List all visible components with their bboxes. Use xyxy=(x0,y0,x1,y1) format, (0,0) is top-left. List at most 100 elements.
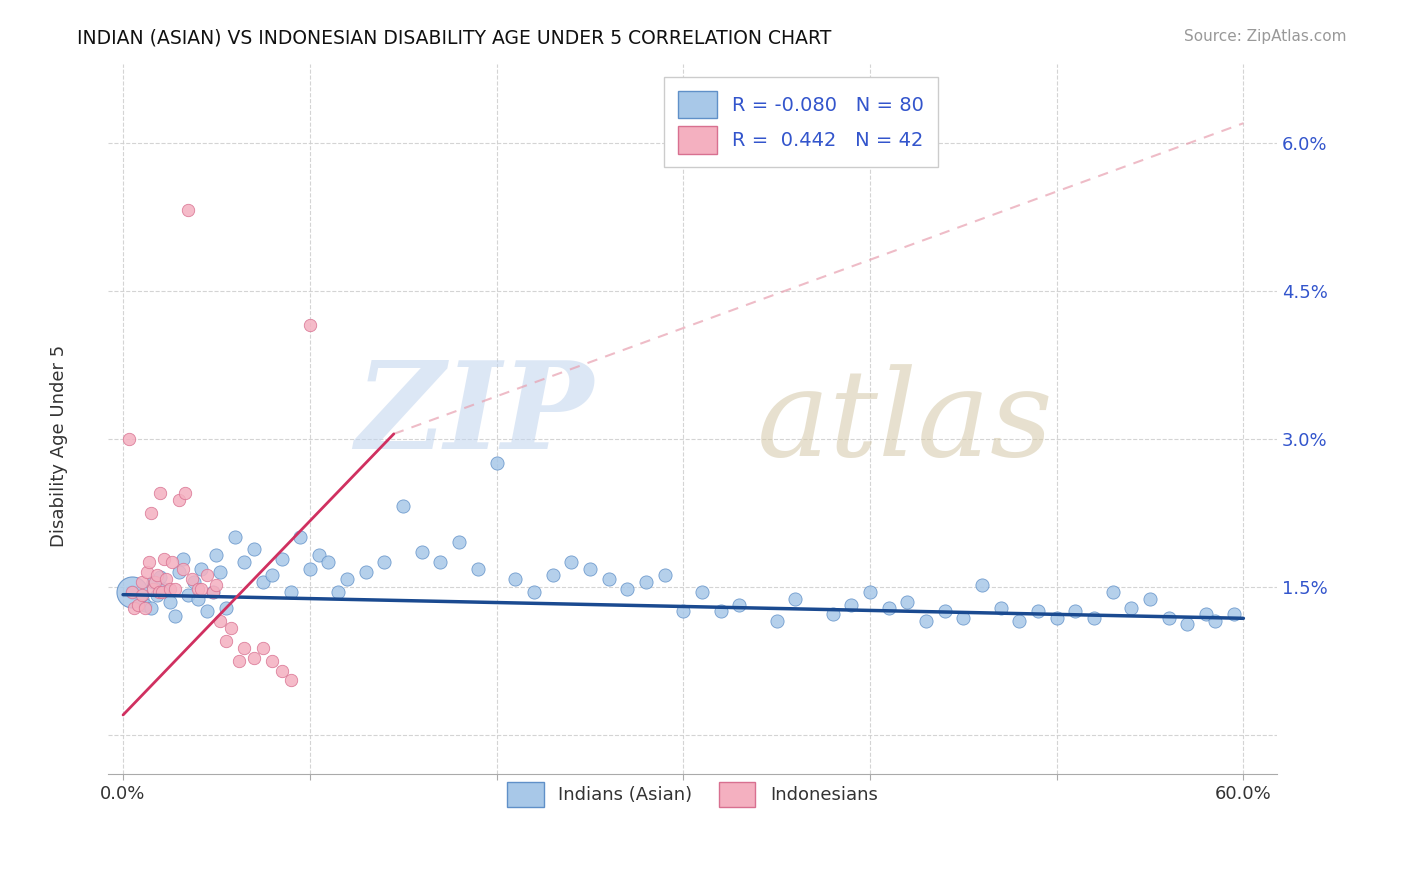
Point xyxy=(221,621,243,635)
Text: Disability Age Under 5: Disability Age Under 5 xyxy=(51,345,67,547)
Point xyxy=(1064,604,1087,618)
Point xyxy=(181,572,204,586)
Point xyxy=(392,499,415,513)
Point xyxy=(252,640,274,655)
Point xyxy=(616,582,638,596)
Point xyxy=(290,531,312,545)
Point xyxy=(134,601,156,615)
Point xyxy=(233,555,256,569)
Point xyxy=(429,555,451,569)
Point xyxy=(503,572,526,586)
Point xyxy=(195,568,218,582)
Point xyxy=(215,601,238,615)
Point xyxy=(177,588,200,602)
Point xyxy=(190,582,212,596)
Point xyxy=(145,588,167,602)
Point xyxy=(143,574,166,589)
Point xyxy=(298,318,321,333)
Text: atlas: atlas xyxy=(756,364,1053,482)
Point xyxy=(1046,611,1069,625)
Point xyxy=(598,572,620,586)
Point xyxy=(121,584,143,599)
Point xyxy=(821,607,844,622)
Point xyxy=(165,582,187,596)
Point xyxy=(215,634,238,648)
Point xyxy=(150,584,173,599)
Point xyxy=(970,578,993,592)
Point xyxy=(145,568,167,582)
Point xyxy=(209,565,232,579)
Point xyxy=(155,572,177,586)
Point xyxy=(173,486,195,500)
Point xyxy=(242,650,264,665)
Point xyxy=(167,493,190,508)
Point xyxy=(634,574,657,589)
Point xyxy=(131,588,153,602)
Legend: Indians (Asian), Indonesians: Indians (Asian), Indonesians xyxy=(499,772,887,816)
Point xyxy=(121,584,143,599)
Point xyxy=(280,584,302,599)
Point xyxy=(167,565,190,579)
Point xyxy=(160,555,183,569)
Point xyxy=(142,582,165,596)
Point xyxy=(136,565,159,579)
Point xyxy=(690,584,713,599)
Point xyxy=(187,582,209,596)
Point xyxy=(177,202,200,217)
Point xyxy=(1083,611,1105,625)
Point xyxy=(233,640,256,655)
Point xyxy=(228,654,250,668)
Point xyxy=(280,673,302,688)
Point xyxy=(765,614,787,628)
Point xyxy=(449,535,471,549)
Point xyxy=(934,604,956,618)
Point xyxy=(159,594,181,608)
Text: INDIAN (ASIAN) VS INDONESIAN DISABILITY AGE UNDER 5 CORRELATION CHART: INDIAN (ASIAN) VS INDONESIAN DISABILITY … xyxy=(77,29,832,47)
Point xyxy=(579,562,602,576)
Point xyxy=(354,565,377,579)
Point xyxy=(131,591,153,606)
Point xyxy=(195,604,218,618)
Point xyxy=(262,654,284,668)
Point xyxy=(131,574,153,589)
Point xyxy=(209,614,232,628)
Point xyxy=(672,604,695,618)
Point xyxy=(1204,614,1226,628)
Point xyxy=(153,552,176,566)
Point xyxy=(127,598,149,612)
Point xyxy=(165,609,187,624)
Point xyxy=(149,486,172,500)
Point xyxy=(1223,607,1246,622)
Point xyxy=(373,555,395,569)
Point xyxy=(149,570,172,584)
Point xyxy=(952,611,974,625)
Point xyxy=(560,555,582,569)
Point xyxy=(172,552,194,566)
Point xyxy=(728,598,751,612)
Point xyxy=(224,531,246,545)
Text: ZIP: ZIP xyxy=(354,356,593,475)
Point xyxy=(990,601,1012,615)
Point xyxy=(318,555,340,569)
Point xyxy=(172,562,194,576)
Point xyxy=(839,598,862,612)
Point xyxy=(262,568,284,582)
Point xyxy=(485,457,508,471)
Text: Source: ZipAtlas.com: Source: ZipAtlas.com xyxy=(1184,29,1347,44)
Point xyxy=(205,548,228,562)
Point xyxy=(336,572,359,586)
Point xyxy=(785,591,807,606)
Point xyxy=(134,598,156,612)
Point xyxy=(122,601,145,615)
Point xyxy=(118,432,141,446)
Point xyxy=(308,548,330,562)
Point xyxy=(1008,614,1031,628)
Point xyxy=(541,568,564,582)
Point xyxy=(190,562,212,576)
Point xyxy=(859,584,882,599)
Point xyxy=(1157,611,1180,625)
Point xyxy=(411,545,433,559)
Point xyxy=(896,594,918,608)
Point xyxy=(205,578,228,592)
Point xyxy=(187,591,209,606)
